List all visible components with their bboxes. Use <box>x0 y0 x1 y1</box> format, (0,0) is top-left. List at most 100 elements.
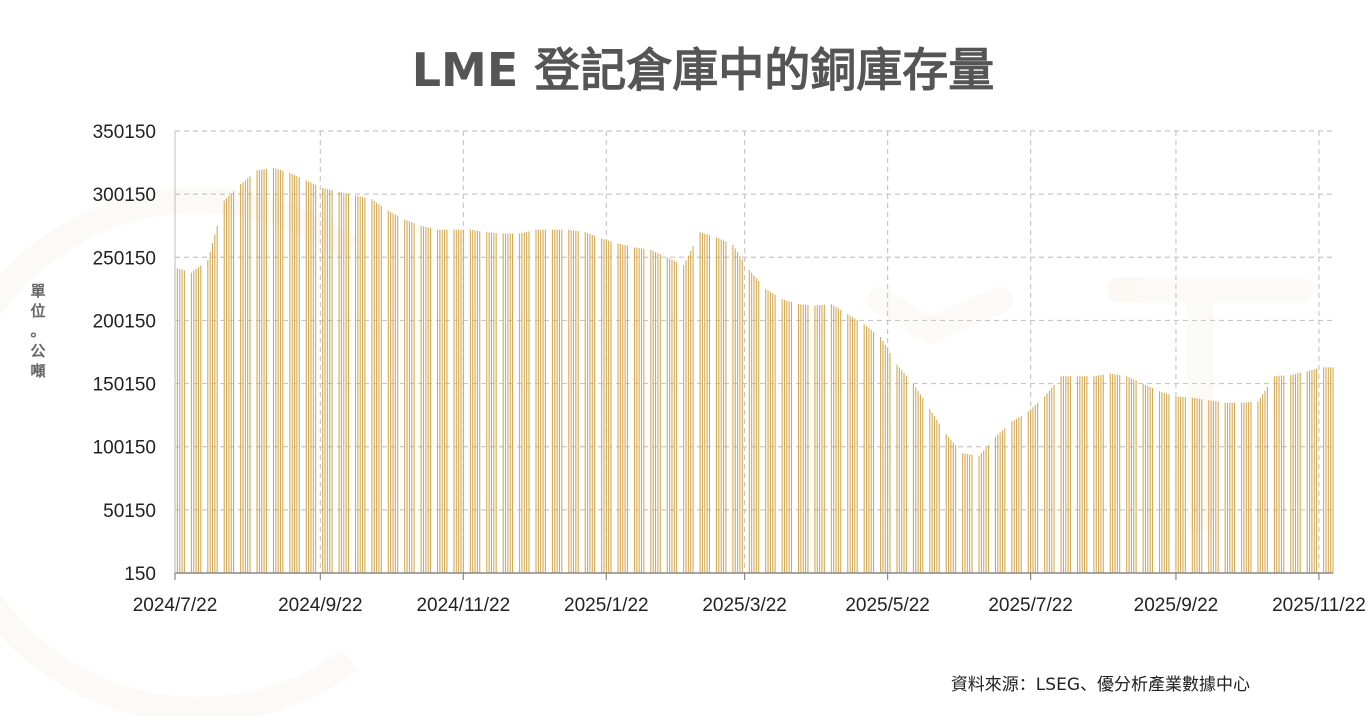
bar <box>296 176 298 573</box>
bar <box>200 265 202 573</box>
bar <box>654 252 657 573</box>
bar <box>429 228 432 574</box>
y-tick-label: 350150 <box>93 122 156 143</box>
bar <box>786 300 788 573</box>
bar <box>1004 428 1006 573</box>
bar <box>359 196 361 573</box>
bar <box>683 265 685 573</box>
bar <box>847 314 849 573</box>
bar <box>1158 391 1161 573</box>
bar <box>244 180 246 574</box>
bar <box>357 196 359 574</box>
bar <box>1011 421 1013 573</box>
bar <box>458 229 460 573</box>
bar <box>980 453 982 573</box>
bar <box>1309 370 1311 573</box>
bar <box>1245 402 1247 573</box>
y-tick-label: 200150 <box>93 311 156 332</box>
bar <box>195 269 197 573</box>
bar <box>715 237 718 574</box>
bar <box>1037 402 1039 573</box>
bar <box>340 192 342 574</box>
bar <box>1051 387 1053 573</box>
bar <box>211 243 214 574</box>
bar <box>519 233 521 574</box>
bar <box>781 299 783 573</box>
bar <box>338 191 340 573</box>
bar <box>884 344 886 573</box>
bar <box>322 188 324 573</box>
bar <box>1069 376 1072 573</box>
bar <box>708 235 711 573</box>
bar <box>633 247 635 573</box>
bar <box>741 259 743 573</box>
y-tick-label: 100150 <box>93 438 156 459</box>
bar <box>605 239 607 573</box>
bar <box>411 222 413 574</box>
bar <box>978 455 980 573</box>
bar <box>966 453 968 573</box>
bar <box>1135 380 1137 573</box>
bar <box>1161 392 1163 573</box>
bar <box>1313 369 1315 573</box>
bar <box>263 169 265 573</box>
bar <box>865 326 868 573</box>
x-tick-labels: 2024/7/22 2024/9/22 2024/11/22 2025/1/22 202… <box>133 595 1366 616</box>
bar <box>1297 373 1299 573</box>
bar <box>1210 400 1212 573</box>
bar <box>233 191 235 573</box>
bar <box>455 229 457 573</box>
axes <box>174 131 1333 580</box>
bar <box>1311 370 1313 573</box>
bar <box>617 243 619 573</box>
bar <box>849 315 851 573</box>
bar <box>880 337 882 573</box>
bar <box>685 260 687 573</box>
bar <box>207 260 209 573</box>
bar <box>997 434 999 573</box>
bar <box>380 205 382 573</box>
bar <box>753 275 755 573</box>
bar <box>1067 376 1069 573</box>
bar <box>896 364 898 573</box>
bar <box>193 270 195 573</box>
bar <box>987 444 989 573</box>
y-tick-label: 150 <box>124 564 156 585</box>
y-tick-label: 150150 <box>93 375 156 396</box>
bar <box>962 453 964 573</box>
bar <box>277 169 279 573</box>
bar <box>882 341 884 573</box>
bar <box>272 167 275 573</box>
x-tick-label: 2025/7/22 <box>988 595 1073 616</box>
bar <box>929 409 931 573</box>
bar <box>1292 374 1294 573</box>
bar <box>312 183 314 573</box>
bar <box>948 436 950 573</box>
bar <box>983 450 985 573</box>
bar <box>1046 393 1048 573</box>
bar <box>256 170 258 573</box>
bar <box>1168 394 1170 573</box>
bar <box>551 229 553 573</box>
bar <box>230 193 232 573</box>
bar <box>758 280 760 573</box>
bar <box>755 278 757 573</box>
bar <box>765 289 767 573</box>
bar <box>687 255 689 573</box>
bar <box>305 180 307 573</box>
bar <box>1294 373 1297 573</box>
bar <box>439 229 441 573</box>
bar <box>748 270 750 573</box>
bar <box>659 254 661 574</box>
bar <box>1151 388 1154 573</box>
bar <box>228 195 230 573</box>
bar <box>912 383 914 573</box>
bar <box>1224 402 1226 573</box>
bar <box>1212 400 1214 573</box>
bar <box>1163 392 1165 573</box>
bar <box>969 454 971 573</box>
bar <box>404 219 406 574</box>
bar <box>406 220 408 574</box>
bar <box>887 348 889 573</box>
bar <box>444 229 446 573</box>
